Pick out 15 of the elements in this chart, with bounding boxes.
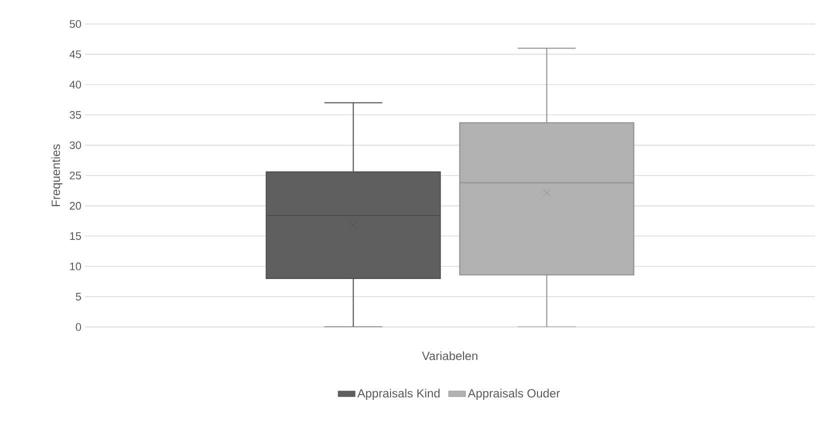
y-tick-label: 30 — [70, 141, 82, 150]
legend-label: Appraisals Kind — [357, 388, 440, 400]
y-tick-label: 45 — [70, 50, 82, 58]
y-tick-label: 0 — [76, 323, 82, 331]
y-axis-title: Frequenties — [51, 144, 62, 206]
y-tick-label: 5 — [76, 292, 82, 301]
y-tick-label: 15 — [70, 232, 82, 240]
legend-label: Appraisals Ouder — [468, 388, 560, 400]
y-tick-label: 50 — [70, 20, 82, 28]
y-tick-label: 20 — [70, 202, 82, 210]
y-tick-label: 40 — [70, 80, 82, 88]
y-tick-label: 35 — [70, 111, 82, 119]
y-tick-label: 25 — [70, 172, 82, 180]
y-tick-label: 10 — [70, 262, 82, 270]
x-axis-title: Variabelen — [422, 351, 478, 360]
